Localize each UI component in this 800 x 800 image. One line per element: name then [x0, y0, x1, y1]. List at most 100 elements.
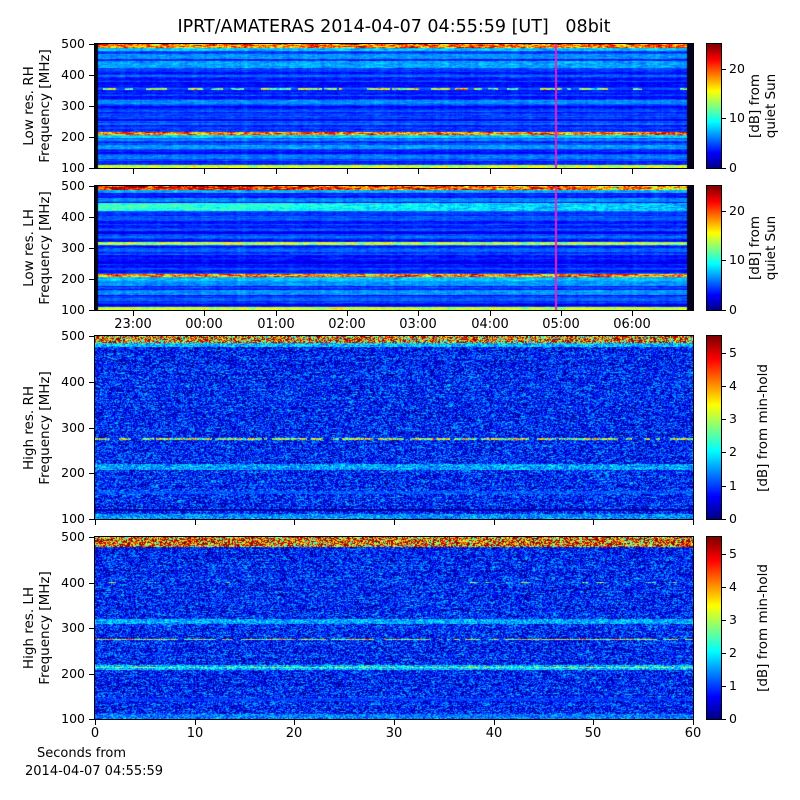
colorbar-tick-label: 20: [729, 61, 745, 76]
y-tickmark: [89, 428, 94, 429]
y-tick-label: 300: [61, 420, 85, 435]
y-axis-label-line1: High res. RH: [20, 385, 37, 471]
colorbar-tick-label: 1: [729, 678, 737, 693]
y-tick-label: 400: [61, 575, 85, 590]
colorbar-tickmark: [722, 118, 726, 119]
y-tick-label: 100: [61, 160, 85, 175]
y-tickmark: [89, 473, 94, 474]
colorbar-tick-label: 3: [729, 411, 737, 426]
x-tick-label: 03:00: [399, 317, 437, 332]
x-tickmark: [490, 169, 491, 174]
x-tickmark: [418, 311, 419, 316]
colorbar-label-high-res-lh: [dB] from min-hold: [755, 564, 771, 692]
x-tickmark: [494, 520, 495, 525]
colorbar-label-line2: quiet Sun: [763, 215, 779, 281]
colorbar-label-line2: quiet Sun: [763, 73, 779, 139]
x-tickmark: [294, 520, 295, 525]
y-tick-label: 500: [61, 36, 85, 51]
x-tickmark: [347, 311, 348, 316]
colorbar-tickmark: [722, 620, 726, 621]
x-tick-label: 40: [485, 726, 503, 741]
x-tickmark: [418, 169, 419, 174]
x-tick-label: 50: [584, 726, 602, 741]
colorbar-tick-label: 5: [729, 546, 737, 561]
colorbar-label-line1: [dB] from: [746, 215, 763, 281]
y-tickmark: [89, 279, 94, 280]
y-tickmark: [89, 583, 94, 584]
colorbar-tickmark: [722, 211, 726, 212]
x-tickmark: [133, 169, 134, 174]
x-tickmark: [276, 169, 277, 174]
y-tickmark: [89, 719, 94, 720]
y-tick-label: 200: [61, 666, 85, 681]
colorbar-tickmark: [722, 519, 726, 520]
x-tick-label: 20: [285, 726, 303, 741]
y-tick-label: 100: [61, 511, 85, 526]
colorbar-tickmark: [722, 386, 726, 387]
colorbar-tickmark: [722, 419, 726, 420]
colorbar-tickmark: [722, 486, 726, 487]
y-tickmark: [89, 106, 94, 107]
colorbar-tick-label: 0: [729, 160, 737, 175]
colorbar-tick-label: 1: [729, 478, 737, 493]
colorbar-tick-label: 10: [729, 110, 745, 125]
x-tick-label: 06:00: [613, 317, 651, 332]
colorbar-tick-label: 3: [729, 612, 737, 627]
x-tickmark: [195, 520, 196, 525]
colorbar-tick-label: 2: [729, 645, 737, 660]
x-tickmark: [561, 169, 562, 174]
y-axis-label-line2: Frequency [MHz]: [37, 49, 53, 163]
colorbar-tick-label: 5: [729, 345, 737, 360]
y-tick-label: 200: [61, 465, 85, 480]
colorbar-canvas-high-res-lh: [707, 537, 721, 719]
y-tickmark: [89, 310, 94, 311]
colorbar-frame-low-res-lh: [706, 185, 722, 311]
x-tickmark: [494, 720, 495, 725]
spectrogram-canvas-high-res-lh: [95, 537, 693, 719]
spectrogram-frame-high-res-lh: [94, 536, 694, 720]
colorbar-tick-label: 10: [729, 252, 745, 267]
x-tickmark: [394, 520, 395, 525]
x-tickmark: [394, 720, 395, 725]
y-tick-label: 400: [61, 67, 85, 82]
colorbar-frame-high-res-rh: [706, 335, 722, 520]
y-tick-label: 500: [61, 328, 85, 343]
y-tick-label: 300: [61, 620, 85, 635]
y-tick-label: 400: [61, 374, 85, 389]
y-axis-label-line1: High res. LH: [20, 586, 37, 670]
x-axis-caption-line2: 2014-04-07 04:55:59: [25, 763, 164, 779]
colorbar-tickmark: [722, 168, 726, 169]
y-tick-label: 400: [61, 209, 85, 224]
colorbar-tickmark: [722, 310, 726, 311]
x-tick-label: 05:00: [542, 317, 580, 332]
spectrogram-frame-low-res-rh: [94, 43, 694, 169]
x-tickmark: [693, 520, 694, 525]
colorbar-tick-label: 0: [729, 302, 737, 317]
x-tickmark: [95, 720, 96, 725]
colorbar-canvas-high-res-rh: [707, 336, 721, 519]
y-tick-label: 500: [61, 178, 85, 193]
x-tickmark: [347, 169, 348, 174]
y-tickmark: [89, 137, 94, 138]
colorbar-tickmark: [722, 686, 726, 687]
colorbar-tickmark: [722, 587, 726, 588]
y-tickmark: [89, 537, 94, 538]
colorbar-tickmark: [722, 260, 726, 261]
y-axis-label-line1: Low res. RH: [20, 66, 37, 146]
x-tickmark: [294, 720, 295, 725]
x-tickmark: [95, 520, 96, 525]
y-tickmark: [89, 217, 94, 218]
colorbar-label-line1: [dB] from min-hold: [754, 564, 771, 692]
colorbar-label-low-res-rh: [dB] from quiet Sun: [747, 74, 779, 138]
y-tickmark: [89, 44, 94, 45]
x-tickmark: [561, 311, 562, 316]
colorbar-tick-label: 0: [729, 711, 737, 726]
colorbar-tickmark: [722, 719, 726, 720]
x-axis-caption: Seconds from 2014-04-07 04:55:59: [25, 745, 163, 780]
x-tick-label: 02:00: [328, 317, 366, 332]
y-tickmark: [89, 168, 94, 169]
spectrogram-canvas-low-res-lh: [95, 186, 693, 310]
x-tickmark: [632, 169, 633, 174]
colorbar-label-line1: [dB] from: [746, 73, 763, 139]
